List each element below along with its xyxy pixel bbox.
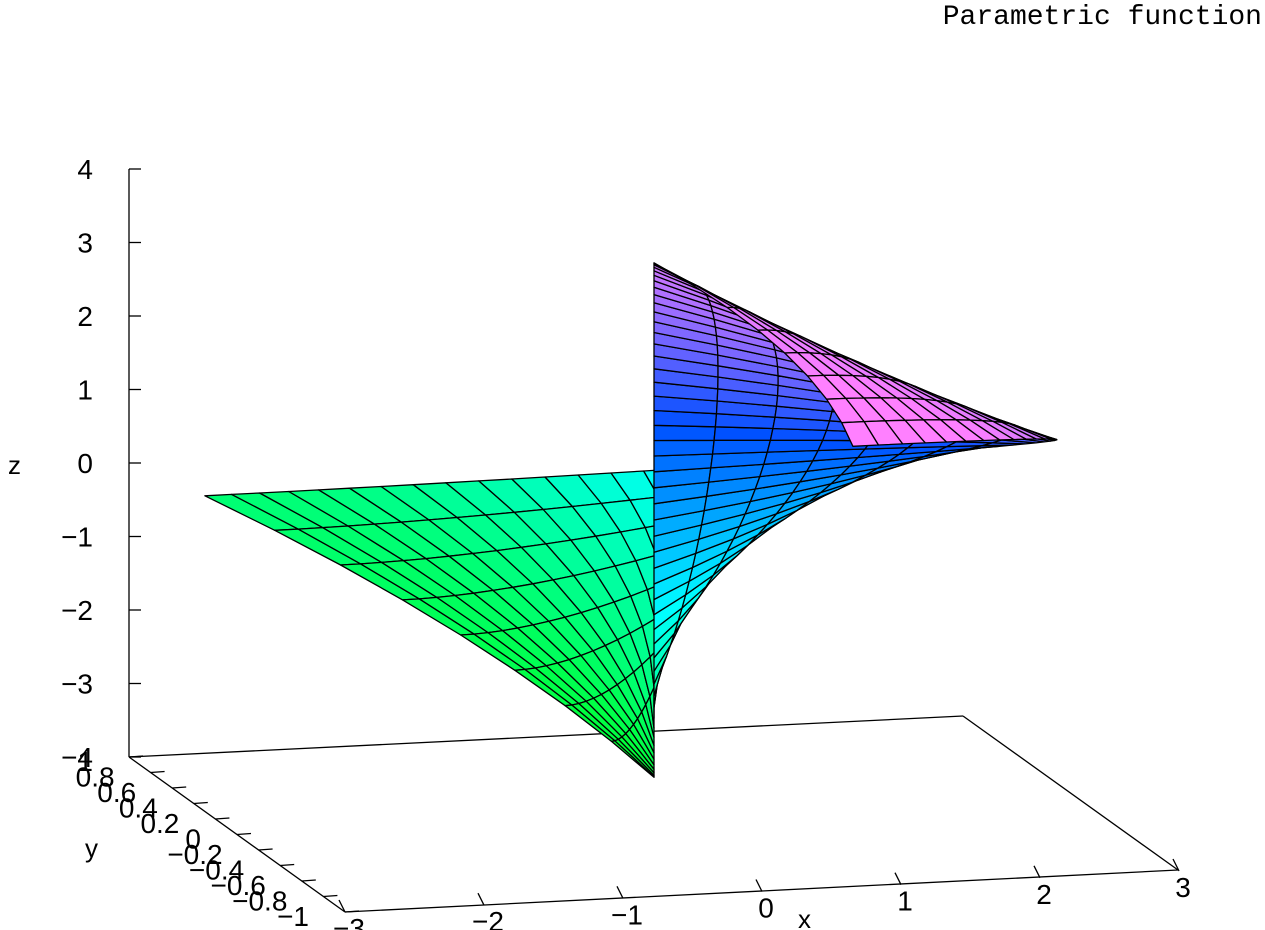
z-tick-label: −2 (61, 595, 93, 626)
y-axis-label: y (85, 833, 98, 863)
surface-quad (841, 420, 880, 447)
chart-title: Parametric function (943, 2, 1262, 33)
z-tick-label: 4 (77, 154, 93, 185)
x-tick-label: −2 (472, 906, 504, 930)
z-axis-label: z (8, 450, 21, 480)
x-tick-label: −1 (611, 899, 643, 930)
x-tick-label: 1 (897, 886, 913, 917)
y-tick (150, 770, 165, 774)
y-tick (258, 848, 273, 851)
x-tick-label: 0 (758, 893, 774, 924)
z-tick-label: 0 (77, 448, 93, 479)
surface-quad (653, 439, 715, 457)
y-tick (301, 879, 316, 882)
z-tick-label: −3 (61, 669, 93, 700)
base-back-right-edge (962, 715, 1179, 871)
z-tick-label: 3 (77, 228, 93, 259)
y-tick-label: −0.2 (167, 839, 222, 870)
y-tick (128, 755, 144, 758)
x-tick (477, 892, 485, 906)
y-tick-label: −0.4 (189, 855, 244, 886)
y-tick-label: 0.2 (140, 808, 179, 839)
z-tick-label: −4 (61, 742, 93, 773)
y-tick-label: −1 (277, 901, 309, 930)
y-tick-label: −0.6 (211, 870, 266, 901)
x-tick-label: −3 (333, 913, 365, 930)
y-tick-label: 0.4 (119, 793, 158, 824)
y-tick-label: 0.6 (97, 777, 136, 808)
y-tick (172, 786, 187, 789)
y-tick (280, 863, 295, 867)
y-tick-label: 0 (185, 824, 201, 855)
x-tick (1033, 865, 1041, 879)
y-tick (236, 832, 252, 836)
base-back-edge (128, 715, 964, 758)
z-tick-label: 1 (77, 375, 93, 406)
x-tick (755, 879, 763, 892)
surface-quad (653, 424, 717, 442)
x-tick (894, 872, 902, 885)
surface-quad (766, 439, 824, 453)
x-tick (338, 899, 346, 913)
y-tick-label: −0.8 (232, 886, 287, 917)
x-tick (616, 886, 624, 899)
y-tick (193, 801, 208, 805)
y-tick (215, 817, 230, 820)
x-axis-label: x (798, 904, 811, 930)
y-tick-label: 0.8 (76, 762, 115, 793)
z-tick-label: −1 (61, 522, 93, 553)
x-tick-label: 2 (1036, 879, 1052, 910)
x-tick (1172, 858, 1180, 872)
z-tick-label: 2 (77, 301, 93, 332)
y-tick (344, 910, 360, 913)
y-tick (323, 894, 338, 898)
surface-mesh (204, 262, 1058, 778)
x-tick-label: 3 (1175, 872, 1191, 903)
surface-quad (711, 439, 772, 455)
y-tick-label: 1 (77, 746, 93, 777)
